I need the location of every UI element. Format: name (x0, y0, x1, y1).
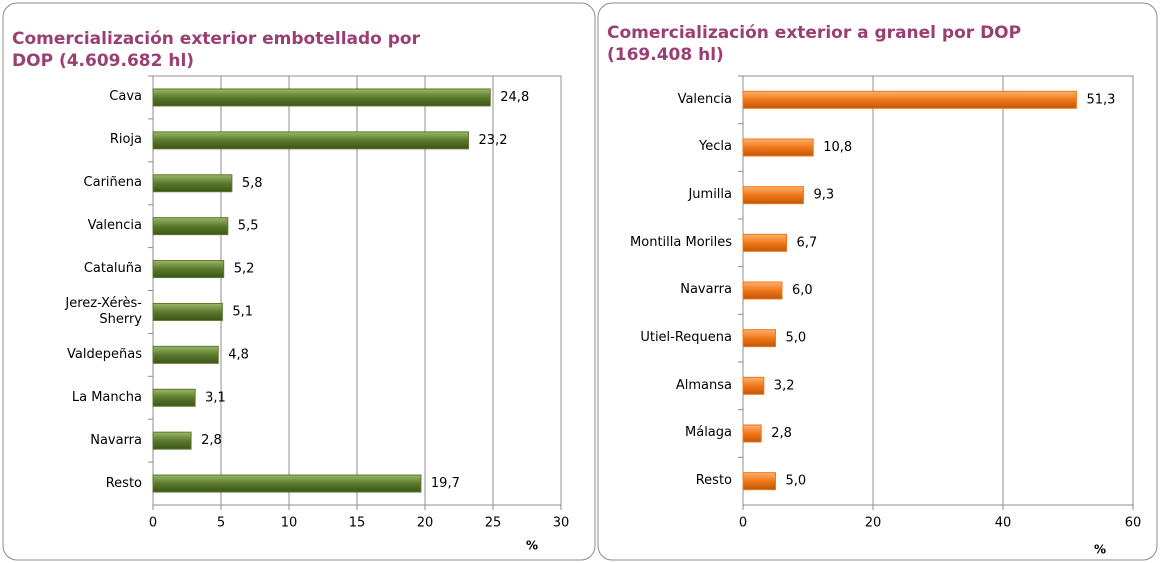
bar (152, 431, 192, 450)
bar (742, 329, 776, 348)
y-tick-label-box: Cariñena (83, 175, 142, 191)
x-axis-title: % (526, 539, 538, 553)
y-tick-label-box: Rioja (109, 132, 142, 148)
x-tick-label: 5 (217, 516, 225, 531)
x-tick-label: 0 (149, 516, 157, 531)
panel-frame (2, 2, 596, 561)
data-label: 3,1 (205, 390, 226, 405)
y-tick-label: Montilla Moriles (630, 234, 732, 250)
panel-frame (597, 2, 1158, 561)
data-label: 10,8 (823, 140, 852, 155)
y-tick-label: Utiel-Requena (640, 330, 732, 346)
data-label: 24,8 (500, 90, 529, 105)
y-tick-label: Resto (105, 475, 142, 491)
y-tick-label: Rioja (109, 132, 142, 148)
bar (742, 233, 788, 252)
bar (742, 472, 776, 491)
data-label: 2,8 (201, 433, 222, 448)
x-tick-label: 40 (995, 516, 1012, 531)
bar (152, 302, 223, 321)
y-tick-label-box: La Mancha (71, 389, 142, 405)
y-tick-label: Yecla (699, 139, 732, 155)
bar (152, 388, 196, 407)
data-label: 6,0 (792, 283, 813, 298)
x-tick-label: 20 (417, 516, 434, 531)
x-tick-label: 25 (485, 516, 502, 531)
data-label: 5,5 (238, 219, 259, 234)
y-tick-label: Málaga (685, 425, 732, 441)
data-label: 4,8 (228, 347, 249, 362)
y-tick-label-box: Jumilla (688, 187, 732, 203)
bar (742, 376, 765, 395)
data-label: 5,2 (234, 262, 255, 277)
x-tick-label: 15 (349, 516, 366, 531)
y-tick-label-box: Montilla Moriles (630, 234, 732, 250)
chart-title: Comercialización exterior embotellado po… (12, 29, 421, 71)
x-tick-label: 30 (553, 516, 570, 531)
y-tick-label: La Mancha (71, 389, 142, 405)
y-tick-label-box: Almansa (675, 377, 732, 393)
bar (152, 217, 229, 236)
data-label: 5,1 (232, 304, 253, 319)
y-tick-label-box: Málaga (685, 425, 732, 441)
y-tick-label: Jumilla (688, 187, 732, 203)
y-tick-label: Cataluña (83, 261, 142, 277)
x-tick-label: 60 (1125, 516, 1142, 531)
x-axis-title: % (1094, 543, 1106, 557)
y-tick-label-box: Navarra (680, 282, 732, 298)
y-tick-label: Valdepeñas (67, 346, 142, 362)
bar (152, 345, 219, 364)
data-label: 2,8 (771, 426, 792, 441)
bar (742, 281, 783, 300)
data-label: 5,0 (786, 331, 807, 346)
bar (152, 260, 225, 279)
bar (152, 88, 491, 107)
data-label: 6,7 (797, 235, 818, 250)
y-tick-label: Cava (109, 89, 142, 105)
data-label: 23,2 (479, 133, 508, 148)
y-tick-label: Navarra (680, 282, 732, 298)
bar (742, 138, 814, 157)
y-tick-label-box: Valencia (87, 218, 142, 234)
y-tick-label: Valencia (677, 91, 732, 107)
y-tick-label-box: Utiel-Requena (640, 330, 732, 346)
y-tick-label-box: Yecla (699, 139, 732, 155)
y-tick-label-box: Cataluña (83, 261, 142, 277)
bar (742, 90, 1077, 109)
y-tick-label-box: Valencia (677, 91, 732, 107)
data-label: 9,3 (813, 188, 834, 203)
y-tick-label: Navarra (90, 432, 142, 448)
bar (152, 131, 470, 150)
y-tick-label-box: Jerez-Xérès-Sherry (65, 295, 142, 327)
y-tick-label-box: Navarra (90, 432, 142, 448)
bar (152, 174, 233, 193)
bar (152, 474, 422, 493)
bar (742, 186, 804, 205)
y-tick-label: Cariñena (83, 175, 142, 191)
y-tick-label: Jerez-Xérès-Sherry (65, 295, 142, 327)
data-label: 51,3 (1086, 92, 1115, 107)
x-tick-label: 10 (281, 516, 298, 531)
y-tick-label-box: Valdepeñas (67, 346, 142, 362)
bar (742, 424, 762, 443)
y-tick-label-box: Resto (105, 475, 142, 491)
x-tick-label: 0 (739, 516, 747, 531)
data-label: 5,0 (786, 474, 807, 489)
y-tick-label-box: Cava (109, 89, 142, 105)
chart-title: Comercialización exterior a granel por D… (607, 23, 1021, 65)
y-tick-label: Resto (695, 473, 732, 489)
x-tick-label: 20 (865, 516, 882, 531)
y-tick-label: Almansa (675, 377, 732, 393)
data-label: 5,8 (242, 176, 263, 191)
data-label: 3,2 (774, 378, 795, 393)
y-tick-label-box: Resto (695, 473, 732, 489)
data-label: 19,7 (431, 476, 460, 491)
y-tick-label: Valencia (87, 218, 142, 234)
